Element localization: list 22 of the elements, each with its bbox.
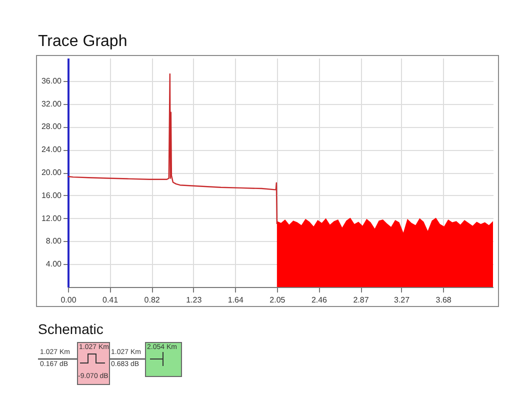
x-tick-label: 3.68 [436,296,452,304]
y-tick-label: 36.00 [41,76,62,86]
y-tick-label: 8.00 [46,236,62,246]
y-tick-label: 24.00 [41,145,62,154]
x-tick-label: 0.00 [60,296,77,304]
text: Schematic [38,321,104,337]
y-tick-label: 12.00 [41,214,62,223]
y-tick-label: 4.00 [46,260,62,269]
x-tick-label: 1.23 [186,296,202,304]
x-tick-label: 2.05 [270,296,286,304]
y-tick-label: 28.00 [41,122,62,132]
chart-title: Trace Graph [38,33,128,51]
x-tick-label: 1.64 [228,296,244,304]
y-tick-label: 16.00 [41,190,62,200]
x-tick-label: 2.87 [353,296,370,304]
x-tick-label: 0.41 [102,296,119,304]
y-tick-label: 32.00 [41,99,62,108]
x-tick-label: 0.82 [144,296,160,304]
line-series [67,73,278,225]
x-tick-label: 2.46 [311,296,328,304]
y-tick-label: 20.00 [41,168,62,177]
x-tick-label: 3.27 [394,296,410,304]
